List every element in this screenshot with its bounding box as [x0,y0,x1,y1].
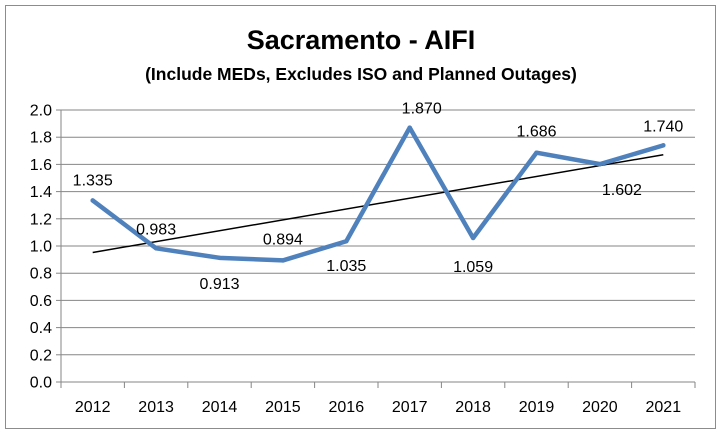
x-tick-label: 2019 [519,399,555,416]
y-tick-label: 0.6 [30,293,52,310]
y-tick-label: 0.4 [30,320,52,337]
y-tick-label: 0.2 [30,347,52,364]
y-tick-label: 1.6 [30,157,52,174]
data-label: 0.913 [199,276,239,293]
chart-subtitle: (Include MEDs, Excludes ISO and Planned … [145,64,577,84]
data-point [217,255,222,261]
data-label: 1.602 [602,182,642,199]
data-label: 1.335 [73,172,113,189]
gridlines [61,109,695,356]
trendline [92,154,664,254]
data-label: 1.740 [643,118,683,135]
y-tick-label: 0.0 [30,375,52,392]
data-point [470,235,476,241]
chart-title: Sacramento - AIFI [247,25,476,55]
x-tick-label: 2016 [329,399,365,416]
data-label: 1.035 [326,258,366,275]
x-tick-label: 2012 [75,399,111,416]
data-label: 0.983 [136,221,176,238]
data-point [344,239,349,244]
data-label: 0.894 [263,231,303,248]
data-labels: 1.335 0.983 0.913 0.894 1.035 1.870 1.059 1.686… [73,101,684,293]
x-tick-label: 2020 [582,399,618,416]
x-tick-label: 2015 [265,399,301,416]
y-tick-labels: 0.0 0.2 0.4 0.6 0.8 1.0 1.2 1.4 1.6 1.8 2.0 [30,103,52,392]
y-tick-label: 1.0 [30,239,52,256]
x-tick-label: 2017 [392,399,428,416]
data-point [407,125,412,130]
y-tick-label: 1.2 [30,211,52,228]
data-point [280,258,286,263]
x-tick-label: 2013 [138,399,174,416]
data-point [597,161,603,167]
series-line [90,125,666,263]
x-tick-label: 2014 [202,399,238,416]
x-tick-label: 2018 [455,399,491,416]
data-point [661,143,666,148]
x-tick-labels: 2012 2013 2014 2015 2016 2017 2018 2019 2020 2021 [75,399,681,416]
y-tick-label: 1.8 [30,130,52,147]
data-label: 1.870 [402,101,442,118]
axes [56,109,696,388]
trendline-line [92,154,664,254]
data-label: 1.059 [453,259,493,276]
data-point [534,150,539,155]
y-tick-label: 2.0 [30,103,52,120]
data-label: 1.686 [516,124,556,141]
data-point [90,198,95,203]
y-tick-label: 1.4 [30,184,52,201]
series-polyline [90,125,666,263]
y-tick-label: 0.8 [30,266,52,283]
x-tick-label: 2021 [646,399,682,416]
data-point [153,246,159,251]
